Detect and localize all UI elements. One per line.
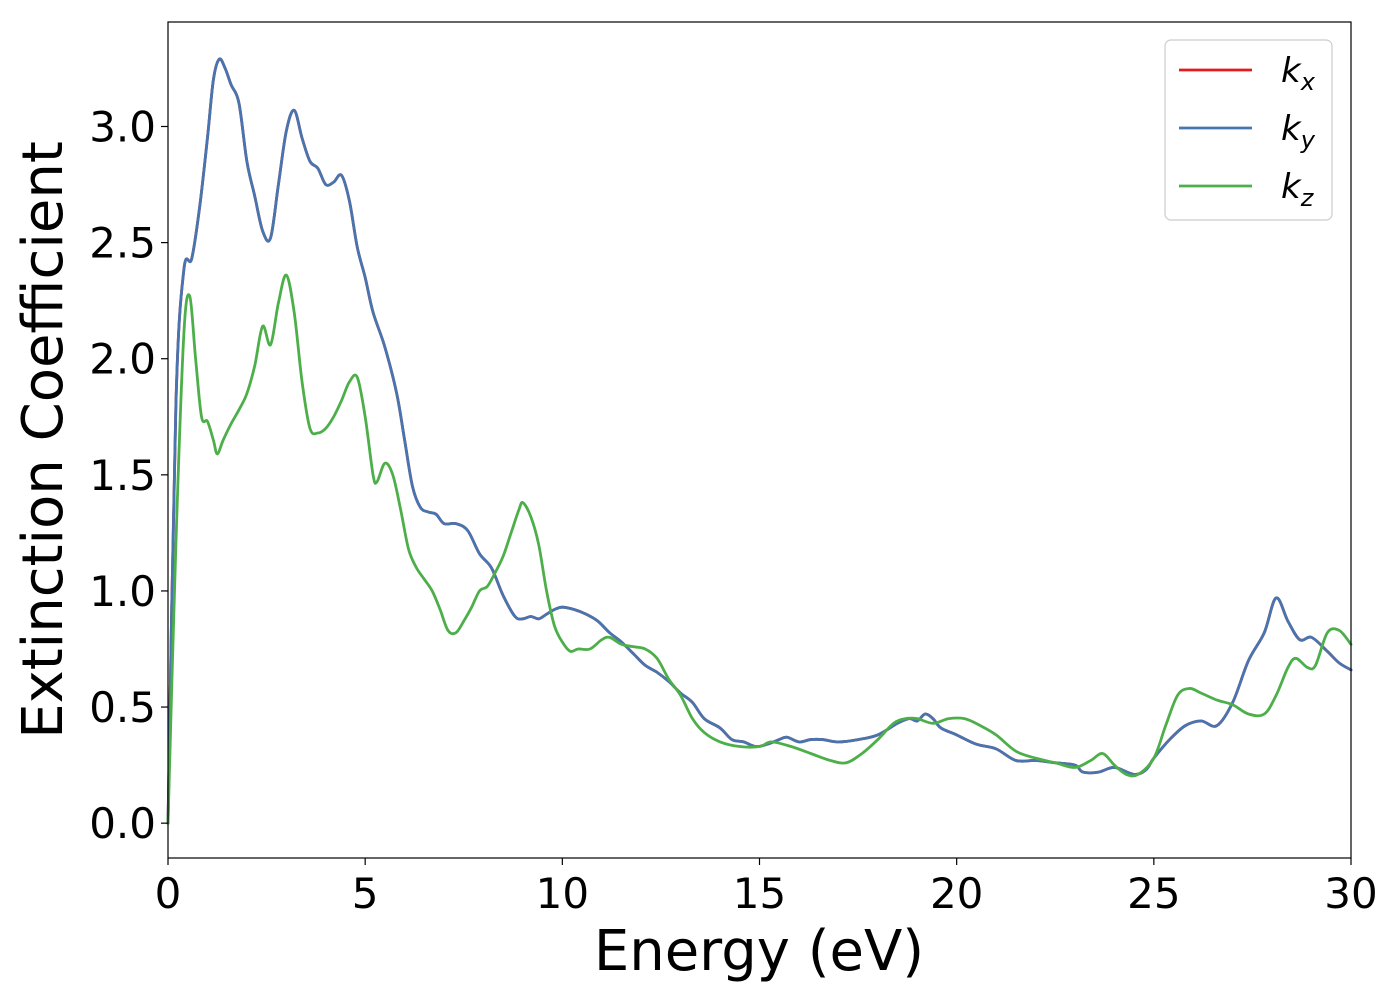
- y-axis-label: Extinction Coefficient: [11, 141, 76, 739]
- series-lines: [166, 57, 1353, 825]
- legend-label-kz: kz: [1281, 167, 1315, 212]
- x-tick-label: 30: [1324, 869, 1377, 918]
- x-axis-label: Energy (eV): [594, 919, 924, 984]
- x-tick-label: 5: [352, 869, 379, 918]
- x-tick-label: 25: [1127, 869, 1180, 918]
- y-tick-label: 0.0: [89, 799, 156, 848]
- series-line-ky: [166, 57, 1353, 825]
- y-tick-label: 3.0: [89, 103, 156, 152]
- y-tick-label: 2.5: [89, 219, 156, 268]
- x-tick-label: 15: [733, 869, 786, 918]
- y-tick-label: 0.5: [89, 683, 156, 732]
- legend-box: [1164, 39, 1333, 221]
- y-tick-label: 1.5: [89, 451, 156, 500]
- series-line-kz: [166, 273, 1353, 825]
- x-tick-label: 0: [155, 869, 182, 918]
- axis-ticks: 0 5 10 15 20 25 30 0.0 0.5 1.0 1.5 2.0 2.5 3.0: [89, 103, 1378, 919]
- y-tick-label: 2.0: [89, 335, 156, 384]
- x-tick-label: 20: [930, 869, 983, 918]
- y-tick-label: 1.0: [89, 567, 156, 616]
- x-tick-label: 10: [536, 869, 589, 918]
